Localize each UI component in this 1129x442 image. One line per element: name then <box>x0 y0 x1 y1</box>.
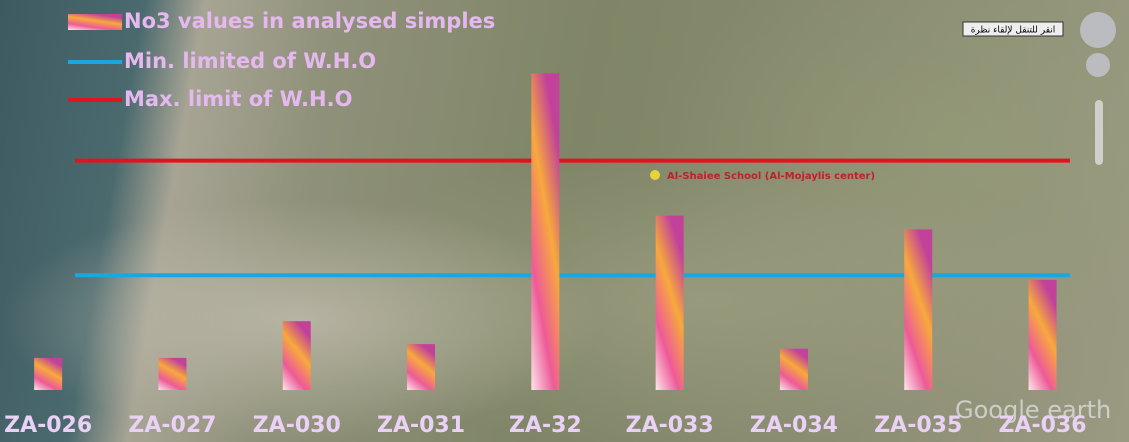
x-tick-label: ZA-031 <box>377 413 465 438</box>
bar <box>1029 280 1057 390</box>
bar <box>656 216 684 390</box>
x-tick-label: ZA-32 <box>509 413 582 438</box>
legend-label: Max. limit of W.H.O <box>124 87 352 111</box>
x-tick-label: ZA-026 <box>4 413 92 438</box>
screenshot: انقر للتنقل لإلقاء نظرة Al-Shaiee School… <box>0 0 1129 442</box>
map-hint: انقر للتنقل لإلقاء نظرة <box>971 26 1056 36</box>
x-tick-label: ZA-035 <box>874 413 962 438</box>
look-control[interactable] <box>1086 53 1110 77</box>
bar <box>780 349 808 390</box>
placemark-label: Al-Shaiee School (Al-Mojaylis center) <box>667 171 875 182</box>
nav-control[interactable] <box>1080 12 1116 48</box>
x-tick-label: ZA-036 <box>999 413 1087 438</box>
x-tick-label: ZA-034 <box>750 413 838 438</box>
legend-label: Min. limited of W.H.O <box>124 49 376 73</box>
legend-label: No3 values in analysed simples <box>124 9 495 33</box>
x-tick-label: ZA-027 <box>128 413 216 438</box>
x-tick-label: ZA-033 <box>626 413 714 438</box>
chart: انقر للتنقل لإلقاء نظرة Al-Shaiee School… <box>0 0 1129 442</box>
bar <box>904 229 932 390</box>
bar <box>158 358 186 390</box>
placemark[interactable] <box>650 170 660 180</box>
zoom-slider[interactable] <box>1095 100 1103 165</box>
legend-swatch <box>68 14 122 30</box>
bar <box>283 321 311 390</box>
bar <box>531 73 559 390</box>
bar <box>407 344 435 390</box>
bar <box>34 358 62 390</box>
x-tick-label: ZA-030 <box>253 413 341 438</box>
